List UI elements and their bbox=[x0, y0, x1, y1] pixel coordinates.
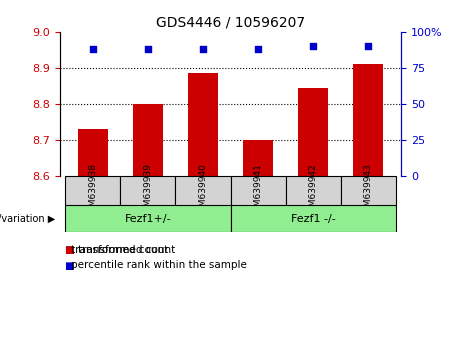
Text: Fezf1+/-: Fezf1+/- bbox=[124, 213, 171, 224]
Text: GSM639941: GSM639941 bbox=[254, 164, 262, 218]
Text: genotype/variation ▶: genotype/variation ▶ bbox=[0, 213, 55, 224]
Bar bbox=[120, 176, 176, 205]
Text: GSM639942: GSM639942 bbox=[308, 164, 318, 218]
Title: GDS4446 / 10596207: GDS4446 / 10596207 bbox=[156, 15, 305, 29]
Point bbox=[144, 46, 152, 52]
Bar bbox=[298, 88, 328, 176]
Bar bbox=[285, 176, 341, 205]
Text: ■: ■ bbox=[65, 245, 74, 255]
Point bbox=[254, 46, 262, 52]
Bar bbox=[341, 176, 396, 205]
Point bbox=[199, 46, 207, 52]
Text: percentile rank within the sample: percentile rank within the sample bbox=[71, 261, 248, 270]
Bar bbox=[176, 176, 230, 205]
Bar bbox=[78, 130, 108, 176]
Bar bbox=[243, 140, 273, 176]
Bar bbox=[353, 64, 383, 176]
Bar bbox=[230, 205, 396, 232]
Point bbox=[89, 46, 97, 52]
Bar bbox=[65, 176, 120, 205]
Text: GSM639938: GSM639938 bbox=[89, 163, 97, 218]
Text: transformed count: transformed count bbox=[71, 245, 169, 255]
Text: GSM639943: GSM639943 bbox=[364, 164, 372, 218]
Point bbox=[309, 44, 317, 49]
Text: GSM639940: GSM639940 bbox=[199, 164, 207, 218]
Bar bbox=[65, 205, 230, 232]
Text: ■: ■ bbox=[65, 261, 74, 270]
Point bbox=[364, 44, 372, 49]
Bar bbox=[230, 176, 285, 205]
Bar bbox=[133, 104, 163, 176]
Text: ■ transformed count: ■ transformed count bbox=[65, 245, 175, 255]
Text: Fezf1 -/-: Fezf1 -/- bbox=[290, 213, 336, 224]
Bar bbox=[188, 73, 218, 176]
Text: GSM639939: GSM639939 bbox=[143, 163, 153, 218]
